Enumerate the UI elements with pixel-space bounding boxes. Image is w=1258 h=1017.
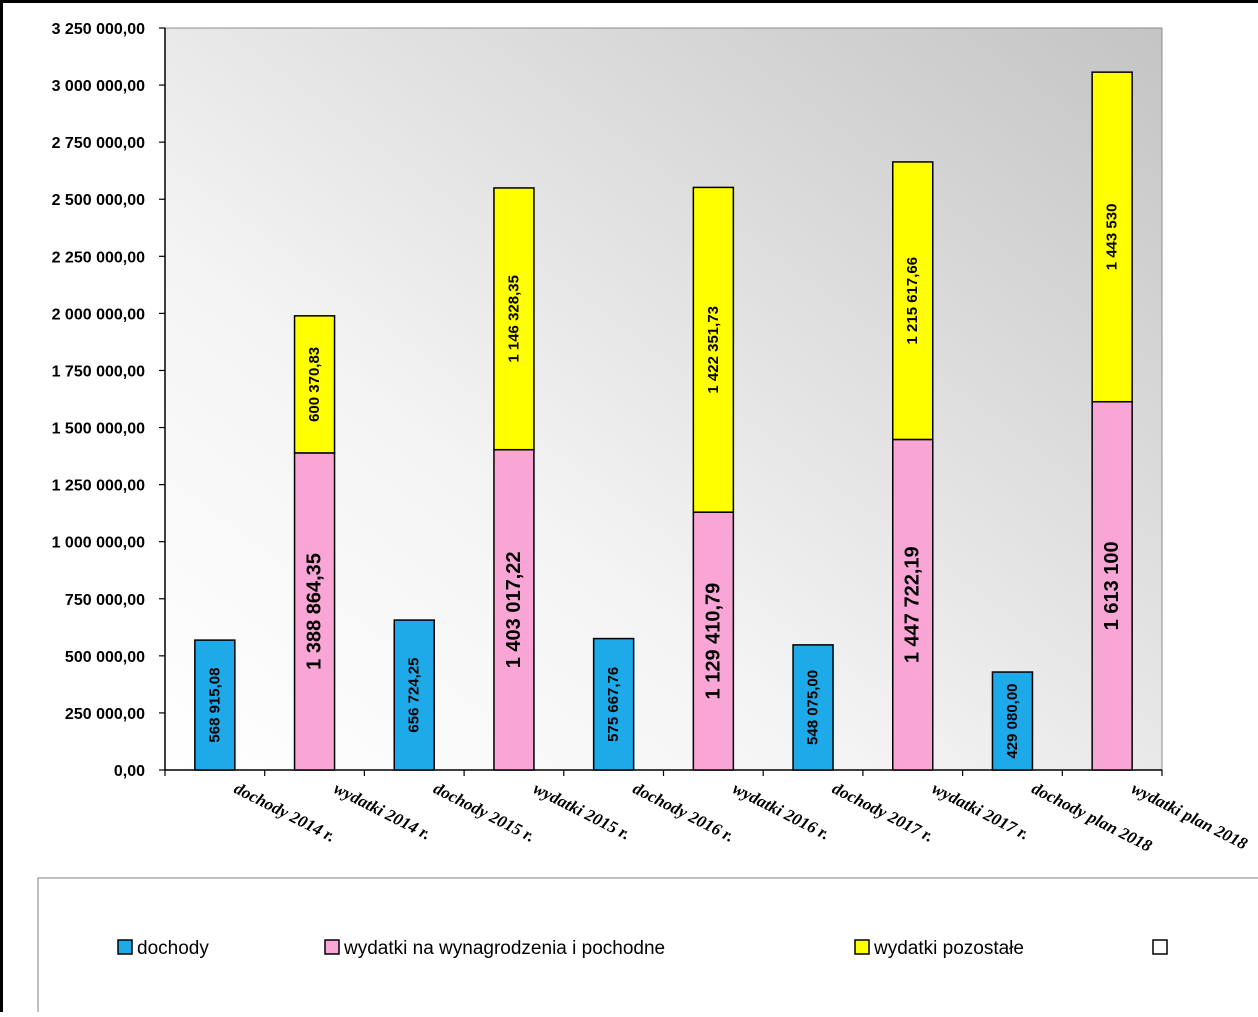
y-tick-label: 1 250 000,00 (52, 478, 146, 495)
legend-label: dochody (137, 938, 209, 959)
y-tick-label: 2 750 000,00 (52, 135, 146, 152)
y-tick-label: 1 500 000,00 (52, 421, 146, 438)
legend-label: wydatki na wynagrodzenia i pochodne (343, 938, 665, 959)
y-tick-label: 2 000 000,00 (52, 306, 146, 323)
legend-swatch (118, 940, 132, 954)
y-tick-label: 2 250 000,00 (52, 249, 146, 266)
x-tick-label: wydatki 2014 r. (331, 779, 434, 844)
y-tick-label: 1 000 000,00 (52, 535, 146, 552)
y-tick-label: 750 000,00 (65, 592, 145, 609)
x-tick-label: dochody 2014 r. (231, 779, 339, 846)
bar-value-label: 429 080,00 (1004, 683, 1021, 758)
y-tick-label: 250 000,00 (65, 706, 145, 723)
y-axis: 0,00 250 000,00 500 000,00 750 000,00 1 000 … (52, 21, 165, 780)
x-tick-label: wydatki 2016 r. (730, 779, 833, 844)
x-tick-label: wydatki 2015 r. (530, 779, 633, 844)
bar-value-label: 600 370,83 (306, 347, 323, 422)
y-tick-label: 2 500 000,00 (52, 192, 146, 209)
bar-value-label: 1 422 351,73 (705, 306, 722, 394)
x-tick-label: dochody 2017 r. (829, 779, 937, 846)
y-tick-label: 0,00 (114, 763, 145, 780)
x-axis: dochody 2014 r.wydatki 2014 r.dochody 20… (165, 770, 1251, 856)
legend-label: wydatki pozostałe (873, 938, 1024, 959)
x-tick-label: dochody 2016 r. (630, 779, 738, 846)
y-tick-label: 3 000 000,00 (52, 78, 146, 95)
bar-value-label: 1 129 410,79 (702, 583, 724, 700)
bar-value-label: 1 388 864,35 (304, 553, 326, 670)
legend-swatch (855, 940, 869, 954)
bar-value-label: 656 724,25 (406, 657, 423, 732)
bar-value-label: 1 447 722,19 (902, 546, 924, 663)
bar-value-label: 1 613 100 (1101, 541, 1123, 630)
y-tick-label: 500 000,00 (65, 649, 145, 666)
legend-swatch (325, 940, 339, 954)
bar-value-label: 1 146 328,35 (505, 275, 522, 363)
bar-value-label: 1 443 530 (1104, 204, 1121, 271)
legend-empty-swatch (1153, 940, 1167, 954)
y-tick-label: 1 750 000,00 (52, 363, 146, 380)
bar-value-label: 548 075,00 (805, 670, 822, 745)
y-tick-label: 3 250 000,00 (52, 21, 146, 38)
bar-value-label: 568 915,08 (206, 668, 223, 743)
bar-value-label: 1 403 017,22 (503, 551, 525, 668)
bar-value-label: 1 215 617,66 (904, 257, 921, 345)
x-tick-label: dochody 2015 r. (430, 779, 538, 846)
bar-value-label: 575 667,76 (605, 667, 622, 742)
x-tick-label: wydatki 2017 r. (929, 779, 1032, 844)
